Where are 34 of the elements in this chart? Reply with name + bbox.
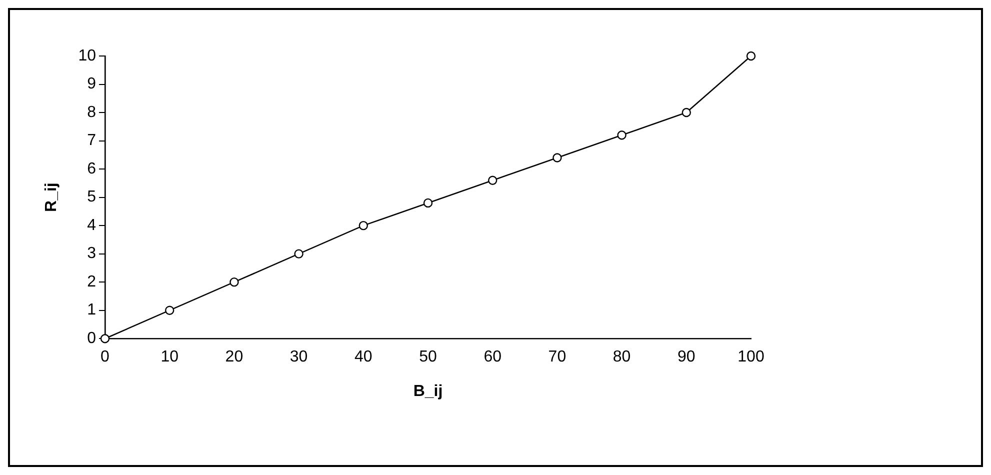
y-axis-title: R_ij <box>43 182 60 212</box>
point <box>488 176 498 185</box>
x-axis-title: B_ij <box>413 382 443 400</box>
point <box>746 51 756 61</box>
y-tick-label: 10 <box>78 47 96 64</box>
point <box>294 249 304 258</box>
x-tick-label: 0 <box>100 348 110 366</box>
x-tick-label: 30 <box>290 348 308 366</box>
point <box>423 198 433 208</box>
point <box>164 306 174 315</box>
x-tick-label: 50 <box>419 348 437 366</box>
y-tick-label: 2 <box>87 273 96 290</box>
point <box>682 108 691 118</box>
y-tick-label: 8 <box>87 104 96 121</box>
x-tick-label: 60 <box>484 348 502 366</box>
y-tick-label: 1 <box>87 302 96 319</box>
point <box>617 130 626 140</box>
x-tick-label: 70 <box>548 348 566 366</box>
x-tick-label: 90 <box>678 348 696 366</box>
point <box>230 277 239 287</box>
y-tick-label: 0 <box>87 330 96 348</box>
y-tick-label: 6 <box>87 160 96 178</box>
y-tick-label: 7 <box>87 132 96 150</box>
x-tick-label: 80 <box>612 348 631 366</box>
x-tick-label: 10 <box>160 348 179 366</box>
point <box>552 153 562 162</box>
point <box>358 220 368 230</box>
y-tick-label: 4 <box>87 216 96 234</box>
x-tick-label: 40 <box>354 348 372 366</box>
y-tick-label: 9 <box>87 76 96 93</box>
y-tick-label: 3 <box>87 245 96 262</box>
x-tick-label: 100 <box>738 348 764 366</box>
y-tick-label: 5 <box>87 188 96 206</box>
x-tick-label: 20 <box>225 348 244 366</box>
